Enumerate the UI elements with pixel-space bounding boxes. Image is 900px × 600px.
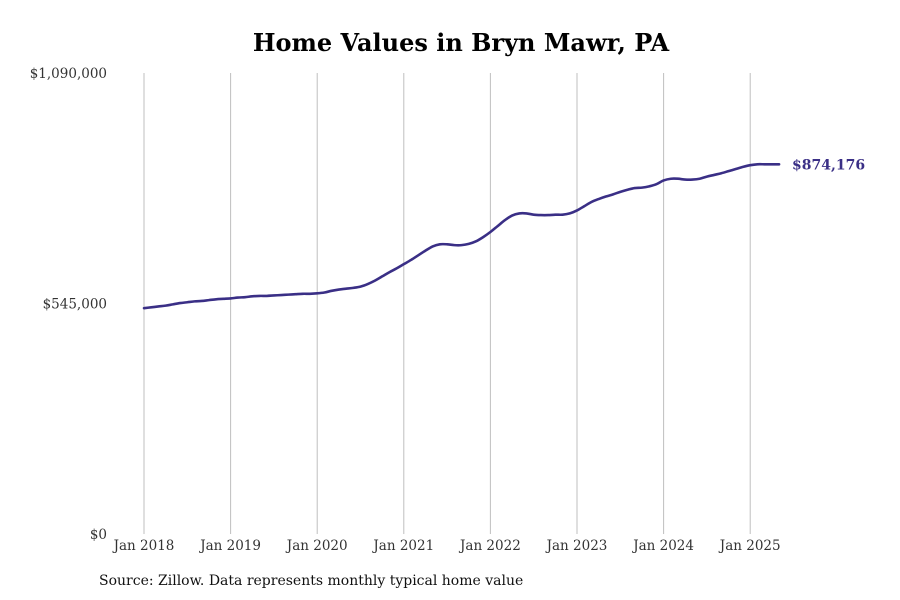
y-tick-label: $0 — [90, 527, 107, 543]
source-note: Source: Zillow. Data represents monthly … — [99, 573, 524, 589]
end-value-label: $874,176 — [792, 157, 865, 173]
x-tick-label: Jan 2018 — [112, 538, 175, 554]
x-tick-label: Jan 2024 — [631, 538, 694, 554]
series-line — [142, 162, 781, 310]
x-tick-label: Jan 2022 — [458, 538, 521, 554]
chart-title: Home Values in Bryn Mawr, PA — [253, 28, 670, 57]
series-layer — [142, 162, 781, 310]
x-tick-label: Jan 2020 — [285, 538, 348, 554]
x-tick-label: Jan 2019 — [198, 538, 261, 554]
x-axis-ticks: Jan 2018 Jan 2019 Jan 2020 Jan 2021 Jan 2022… — [112, 538, 781, 554]
y-tick-label: $1,090,000 — [30, 66, 107, 82]
x-tick-label: Jan 2023 — [545, 538, 608, 554]
x-tick-label: Jan 2025 — [718, 538, 781, 554]
gridlines — [143, 73, 751, 534]
y-axis-ticks: $0 $545,000 $1,090,000 — [30, 66, 107, 543]
y-tick-label: $545,000 — [43, 297, 107, 313]
x-tick-label: Jan 2021 — [371, 538, 434, 554]
